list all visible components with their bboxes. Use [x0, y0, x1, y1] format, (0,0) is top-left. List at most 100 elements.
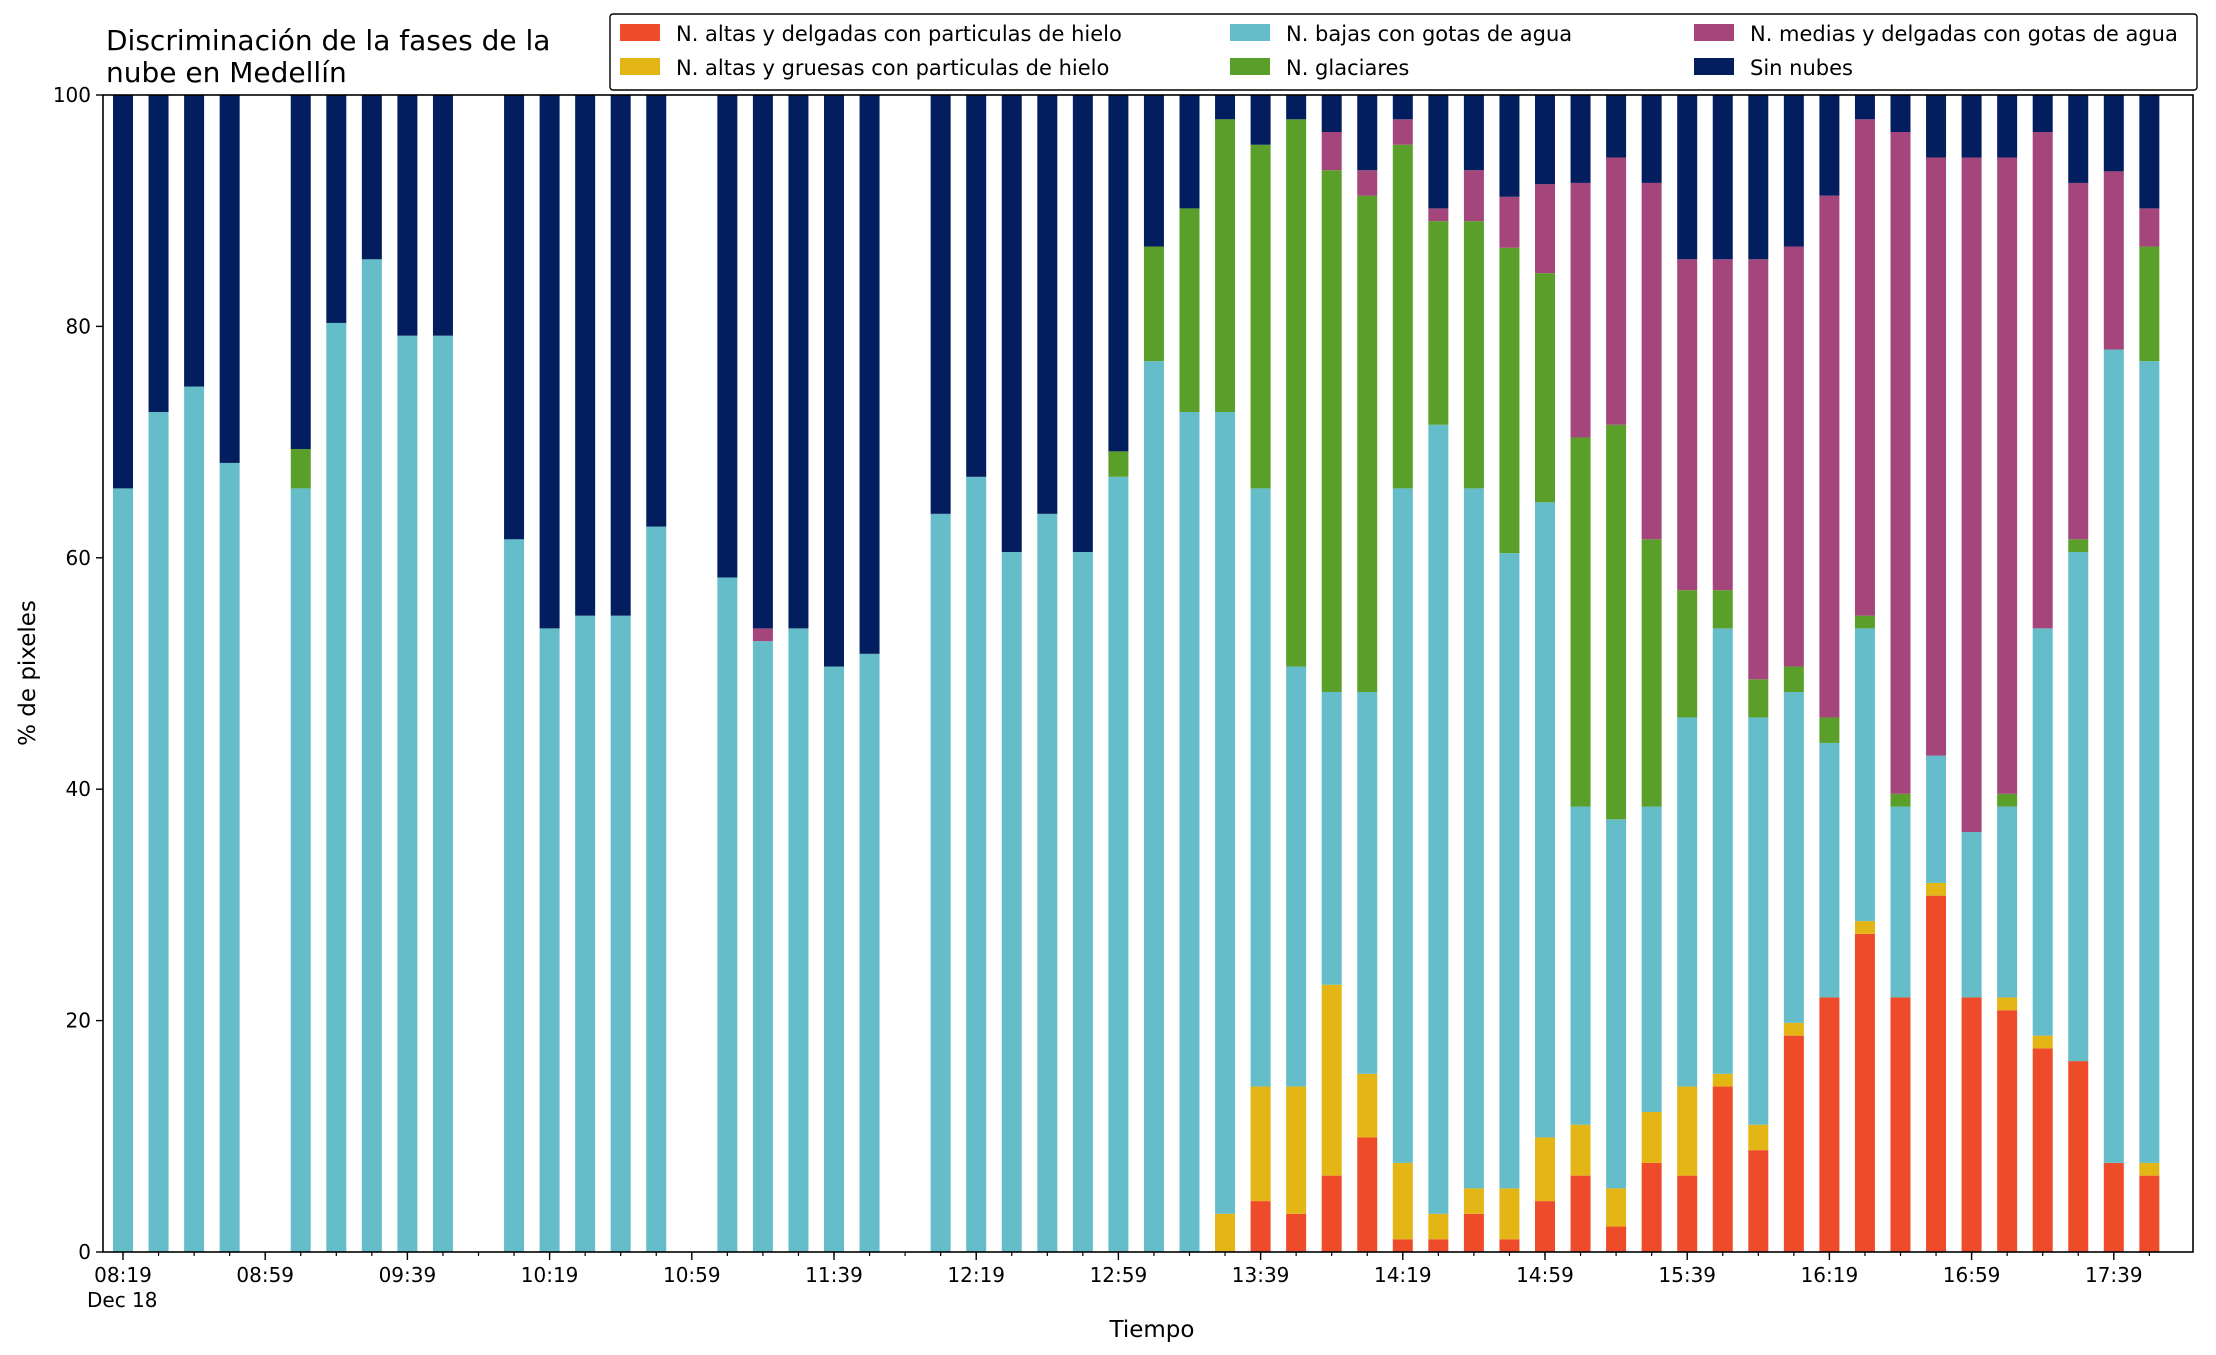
bar-segment-glaciated	[1606, 424, 1627, 820]
x-tick-label: 12:19	[947, 1263, 1005, 1287]
bar-segment-ice_thick	[1535, 1137, 1555, 1202]
bar-segment-water_low	[1961, 832, 1982, 998]
bar-segment-clear	[1712, 95, 1733, 260]
bar-segment-water_low	[2068, 552, 2089, 1062]
bar-segment-ice_thick	[2139, 1162, 2160, 1176]
bar-stack-1529	[1641, 95, 1662, 1252]
bar-stack-1329	[1215, 95, 1236, 1252]
bar-segment-ice_thick	[1641, 1112, 1662, 1163]
bar-segment-clear	[2068, 95, 2089, 183]
bar-segment-glaciated	[1570, 437, 1591, 807]
bar-stack-0849	[219, 95, 240, 1252]
bar-segment-ice_thick	[1463, 1188, 1484, 1214]
chart-title-line-1: Discriminación de la fases de la	[106, 24, 550, 57]
bar-segment-water_low	[859, 653, 880, 1252]
bar-segment-water_mid	[1499, 196, 1520, 248]
bar-segment-clear	[2032, 95, 2053, 133]
bar-segment-water_low	[824, 666, 844, 1252]
legend-swatch-glaciated	[1230, 58, 1270, 75]
bar-stack-1139	[824, 95, 844, 1252]
bar-segment-ice_thin	[1748, 1150, 1769, 1252]
legend: N. altas y delgadas con particulas de hi…	[609, 13, 2198, 91]
bar-segment-water_low	[646, 526, 667, 1252]
bar-segment-ice_thin	[1606, 1226, 1627, 1252]
bar-stack-1609	[1783, 95, 1804, 1252]
x-date-label: Dec 18	[87, 1288, 158, 1312]
bar-segment-clear	[752, 95, 773, 629]
bar-segment-water_mid	[1321, 132, 1342, 171]
legend-swatch-clear	[1694, 58, 1734, 75]
bar-segment-clear	[1143, 95, 1164, 247]
bar-segment-ice_thin	[1570, 1175, 1591, 1252]
bar-stack-1419	[1392, 95, 1413, 1252]
bar-segment-clear	[184, 95, 205, 387]
bar-segment-water_low	[1783, 692, 1804, 1023]
bar-segment-water_low	[1641, 806, 1662, 1113]
x-tick-label: 16:19	[1801, 1263, 1859, 1287]
bar-stack-1629	[1854, 95, 1875, 1252]
bar-segment-water_mid	[2032, 132, 2053, 629]
bar-stack-1429	[1428, 95, 1449, 1252]
bar-segment-ice_thick	[1357, 1073, 1378, 1138]
bar-stack-0949	[432, 95, 453, 1252]
bar-segment-water_low	[1926, 755, 1947, 883]
x-tick-label: 10:19	[521, 1263, 579, 1287]
bar-segment-glaciated	[1997, 793, 2018, 807]
bar-segment-glaciated	[1321, 170, 1342, 693]
bar-segment-glaciated	[1250, 144, 1271, 489]
legend-swatch-ice_thin	[620, 24, 660, 41]
x-tick-label: 08:19	[94, 1263, 152, 1287]
bar-segment-water_low	[1179, 412, 1200, 1252]
bar-segment-water_low	[1570, 806, 1591, 1125]
bar-segment-glaciated	[1854, 615, 1875, 629]
bar-segment-glaciated	[1143, 246, 1164, 362]
bar-stack-1129	[788, 95, 809, 1252]
bar-segment-glaciated	[1463, 221, 1484, 489]
bar-segment-ice_thin	[1641, 1162, 1662, 1252]
legend-label-clear: Sin nubes	[1750, 56, 1853, 80]
bar-segment-clear	[1606, 95, 1627, 158]
bar-segment-water_mid	[1535, 184, 1555, 274]
bar-segment-ice_thin	[1890, 997, 1911, 1252]
bar-stack-1349	[1286, 95, 1307, 1252]
bar-stack-1239	[1037, 95, 1058, 1252]
bar-stack-1659	[1961, 95, 1982, 1252]
x-tick-label: 15:39	[1658, 1263, 1716, 1287]
bar-segment-clear	[1001, 95, 1022, 553]
bar-stack-1729	[2068, 95, 2089, 1252]
bar-segment-clear	[1997, 95, 2018, 158]
bar-segment-ice_thick	[1926, 882, 1947, 896]
bar-stack-1249	[1072, 95, 1093, 1252]
bar-segment-glaciated	[1748, 679, 1769, 718]
bar-segment-water_low	[1357, 692, 1378, 1074]
bar-segment-water_low	[148, 412, 169, 1252]
bar-segment-clear	[1286, 95, 1307, 120]
x-tick-label: 14:59	[1516, 1263, 1574, 1287]
bar-segment-water_low	[184, 386, 205, 1252]
bar-segment-ice_thin	[1926, 895, 1947, 1252]
bar-segment-water_mid	[1357, 170, 1378, 196]
bar-segment-ice_thin	[1357, 1137, 1378, 1252]
bar-segment-clear	[361, 95, 382, 260]
bar-segment-glaciated	[1677, 590, 1698, 718]
bar-segment-clear	[1392, 95, 1413, 120]
bar-segment-ice_thin	[2032, 1048, 2053, 1252]
bar-segment-ice_thin	[1392, 1239, 1413, 1252]
bar-segment-clear	[219, 95, 240, 463]
bar-segment-ice_thick	[1606, 1188, 1627, 1227]
bar-stack-1209	[930, 95, 951, 1252]
bar-segment-water_low	[1463, 488, 1484, 1189]
bar-stack-0819	[113, 95, 133, 1252]
bar-segment-glaciated	[1357, 195, 1378, 693]
bar-segment-glaciated	[1108, 451, 1129, 477]
bar-stack-1449	[1499, 95, 1520, 1252]
bar-segment-clear	[1854, 95, 1875, 120]
bar-segment-ice_thick	[1783, 1022, 1804, 1036]
x-tick-label: 16:59	[1943, 1263, 2001, 1287]
bar-segment-water_mid	[1890, 132, 1911, 794]
bar-segment-clear	[1783, 95, 1804, 247]
bar-segment-glaciated	[1535, 273, 1555, 503]
bar-segment-water_mid	[2068, 182, 2089, 540]
bar-segment-clear	[1641, 95, 1662, 183]
bar-segment-glaciated	[1499, 247, 1520, 554]
